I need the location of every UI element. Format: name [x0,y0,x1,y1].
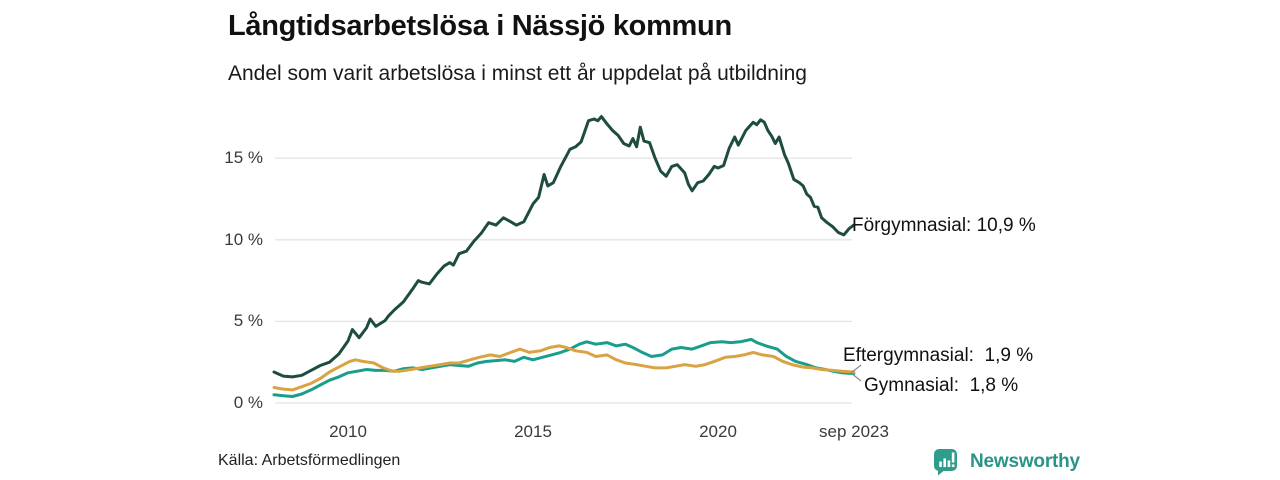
chart-subtitle: Andel som varit arbetslösa i minst ett å… [228,62,807,85]
x-axis-tick-label: sep 2023 [819,422,889,441]
series-line-förgymnasial [272,115,856,379]
branding: Newsworthy [933,448,1080,476]
newsworthy-logo-icon [934,449,957,476]
y-axis-tick-label: 0 % [233,393,263,412]
x-axis-tick-label: 2010 [329,422,367,441]
series-line-eftergymnasial [272,344,856,392]
y-axis-tick-label: 10 % [224,230,263,249]
series-end-label-eftergymnasial: Eftergymnasial: 1,9 % [843,345,1034,366]
series-end-label-gymnasial: Gymnasial: 1,8 % [864,375,1019,396]
x-axis-tick-label: 2020 [699,422,737,441]
x-axis-tick-label: 2015 [514,422,552,441]
page-title: Långtidsarbetslösa i Nässjö kommun [228,10,732,42]
branding-label: Newsworthy [970,451,1080,472]
series-end-label-forgymnasial: Förgymnasial: 10,9 % [852,215,1036,236]
label-connector-line [850,364,862,374]
source-note: Källa: Arbetsförmedlingen [218,452,401,469]
y-axis-tick-label: 5 % [233,311,263,330]
series-line-gymnasial [272,337,856,398]
label-connector-line [850,372,862,382]
y-axis-tick-label: 15 % [224,148,263,167]
